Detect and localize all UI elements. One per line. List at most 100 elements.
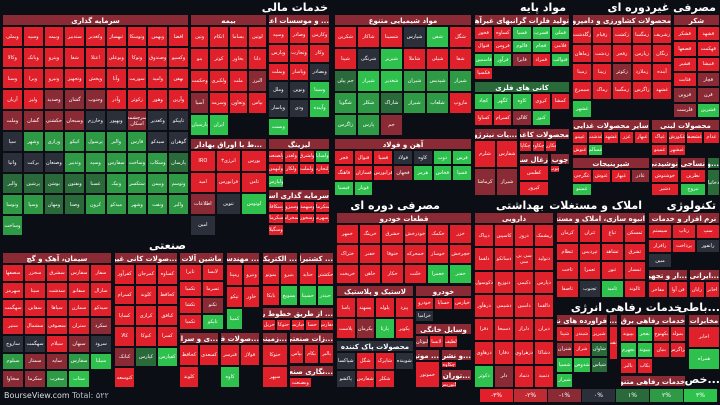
stock-tile[interactable]: وسپه	[22, 26, 44, 47]
stock-tile[interactable]: سفارس	[68, 352, 90, 371]
stock-tile[interactable]: شدوص	[573, 357, 591, 373]
stock-tile[interactable]: اخابر	[688, 326, 720, 348]
stock-tile[interactable]: شگل	[355, 352, 375, 370]
stock-tile[interactable]: ریشمک	[534, 224, 554, 248]
industry-motor[interactable]: ... موتور خموتور	[415, 349, 440, 388]
stock-tile[interactable]: ملت	[228, 70, 248, 92]
stock-tile[interactable]: دتماد	[514, 364, 534, 388]
stock-tile[interactable]: تکمبا	[179, 280, 202, 297]
stock-tile[interactable]: برکت	[22, 152, 44, 173]
stock-tile[interactable]: فمراد	[531, 53, 551, 67]
stock-tile[interactable]: کساوه	[493, 26, 513, 40]
stock-tile[interactable]: ونیرو	[243, 264, 260, 286]
stock-tile[interactable]: دلر	[494, 364, 514, 388]
stock-tile[interactable]: وساخت	[2, 215, 23, 236]
stock-tile[interactable]: بفجر	[636, 326, 653, 342]
stock-tile[interactable]: وسخراسا	[283, 212, 299, 225]
industry-insurance[interactable]: بیمه وتین اتکام بساما لوتین بنو کوثر بخاور دانا و…	[190, 14, 267, 136]
stock-tile[interactable]: ثنور	[601, 261, 624, 280]
stock-tile[interactable]: کطبس	[519, 165, 549, 181]
stock-tile[interactable]: پکرمان	[355, 318, 375, 339]
stock-tile[interactable]: شپاکسا	[336, 352, 356, 370]
stock-tile[interactable]: ولپارس	[268, 175, 284, 188]
stock-tile[interactable]: ثمسار	[623, 261, 646, 280]
stock-tile[interactable]: اطلاعات	[190, 193, 216, 215]
stock-tile[interactable]: ثنظام	[556, 242, 579, 261]
stock-tile[interactable]: خچرخش	[449, 244, 472, 264]
stock-tile[interactable]: تاپیکو	[168, 110, 189, 131]
stock-tile[interactable]: دفرا	[474, 317, 494, 342]
stock-tile[interactable]: کمینا	[226, 308, 243, 330]
stock-tile[interactable]: شکلر	[375, 370, 395, 388]
stock-tile[interactable]: فجر	[334, 150, 354, 166]
stock-tile[interactable]: فسپا	[512, 26, 532, 40]
stock-tile[interactable]: کلوند	[135, 284, 157, 306]
stock-tile[interactable]: فالوم	[512, 39, 532, 53]
stock-tile[interactable]: وتجهیز	[64, 68, 86, 89]
stock-tile[interactable]: حبندر	[316, 285, 334, 306]
stock-tile[interactable]: ثاخت	[556, 261, 579, 280]
stock-tile[interactable]: ونیرو	[43, 68, 65, 89]
stock-tile[interactable]: کحافظ	[179, 344, 199, 366]
stock-tile[interactable]: فرابورس	[373, 165, 394, 181]
stock-tile[interactable]: شیراز	[556, 372, 574, 388]
stock-tile[interactable]: کسرام	[114, 284, 136, 306]
stock-tile[interactable]: انرژی۳	[215, 150, 242, 172]
stock-tile[interactable]: کپارس	[135, 346, 157, 368]
industry-industrial-other[interactable]: ...نگاری صنعتی وبصنعت	[289, 365, 334, 388]
stock-tile[interactable]: ولبهمن	[268, 162, 284, 176]
stock-tile[interactable]: ثتران	[578, 224, 601, 243]
industry-household[interactable]: وسایل خانگی لبوتان لابسا لطیف	[415, 323, 472, 348]
stock-tile[interactable]: سیلوم	[2, 352, 24, 371]
stock-tile[interactable]: شاوان	[590, 341, 608, 357]
industry-nitrogen[interactable]: ...یات نیترژون شلرم شفارس کرماشا شیراز	[474, 128, 518, 196]
stock-tile[interactable]: سقاین	[24, 299, 46, 318]
stock-tile[interactable]: کاوه	[220, 366, 240, 388]
stock-tile[interactable]: بپاس	[247, 92, 267, 114]
stock-tile[interactable]: دسبحا	[494, 317, 514, 342]
stock-tile[interactable]: پیزد	[394, 297, 414, 318]
industry-energy-other[interactable]: ...ری ونفت	[609, 314, 618, 360]
stock-tile[interactable]: فسازان	[353, 165, 374, 181]
industry-confectionery[interactable]: شیرینیجات غگرجی غنوش غبهار غاذر غمینو	[572, 157, 650, 196]
stock-tile[interactable]: فلامی	[550, 39, 570, 53]
stock-tile[interactable]: غبهار	[611, 169, 631, 183]
stock-tile[interactable]: البرز	[247, 70, 267, 92]
stock-tile[interactable]: ورازی	[43, 131, 65, 152]
stock-tile[interactable]: اتکام	[209, 26, 229, 48]
stock-tile[interactable]: وخارزم	[85, 110, 106, 131]
stock-tile[interactable]: تسرما	[201, 280, 224, 297]
stock-tile[interactable]: فولاد	[393, 150, 413, 166]
stock-tile[interactable]: رمپنا	[226, 264, 243, 286]
industry-telecom[interactable]: مخابرات اخابر همراه	[688, 314, 720, 370]
stock-tile[interactable]: ونفتون	[64, 173, 86, 194]
stock-tile[interactable]: شپدیس	[426, 70, 449, 92]
stock-tile[interactable]: ولکبری	[209, 70, 229, 92]
stock-tile[interactable]: شفارس	[355, 370, 375, 388]
stock-tile[interactable]: بخاور	[228, 48, 248, 70]
stock-tile[interactable]: زکشت	[612, 26, 632, 45]
industry-beverages[interactable]: نوشیدنی خوشنوش دشیر	[651, 157, 679, 196]
stock-tile[interactable]: غپینو	[572, 131, 588, 144]
stock-tile[interactable]: ثالوند	[623, 279, 646, 298]
stock-tile[interactable]: سصفها	[2, 264, 24, 282]
industry-rail[interactable]: ... از طریق خطوط راه آهنحریلحتوکاحپارساح…	[262, 307, 334, 331]
stock-tile[interactable]: لبوتان	[415, 335, 430, 348]
stock-tile[interactable]: سایه	[46, 352, 68, 371]
stock-tile[interactable]: سبهان	[68, 334, 90, 353]
stock-tile[interactable]: خعمرا	[426, 264, 450, 284]
stock-tile[interactable]: ثامن	[241, 171, 267, 193]
stock-tile[interactable]: بکاب	[636, 358, 653, 374]
stock-tile[interactable]: سی بی سی	[514, 247, 534, 271]
stock-tile[interactable]: وسهرمز	[314, 212, 330, 225]
stock-tile[interactable]: وصندوق	[147, 47, 169, 68]
stock-tile[interactable]: شپنا	[556, 326, 574, 342]
industry-nonferrous[interactable]: تولید فلزات گرانبهای غیرآهن فخوز کساوه فسپا…	[474, 14, 570, 80]
stock-tile[interactable]: کحافظ	[156, 284, 178, 306]
stock-tile[interactable]: قشکر	[673, 26, 697, 42]
stock-tile[interactable]: ثپردیس	[578, 242, 601, 261]
stock-tile[interactable]: درهآور	[474, 294, 494, 318]
stock-tile[interactable]: شپنا	[334, 48, 357, 70]
stock-tile[interactable]: قشهد	[696, 26, 720, 42]
stock-tile[interactable]: دتولید	[534, 247, 554, 271]
